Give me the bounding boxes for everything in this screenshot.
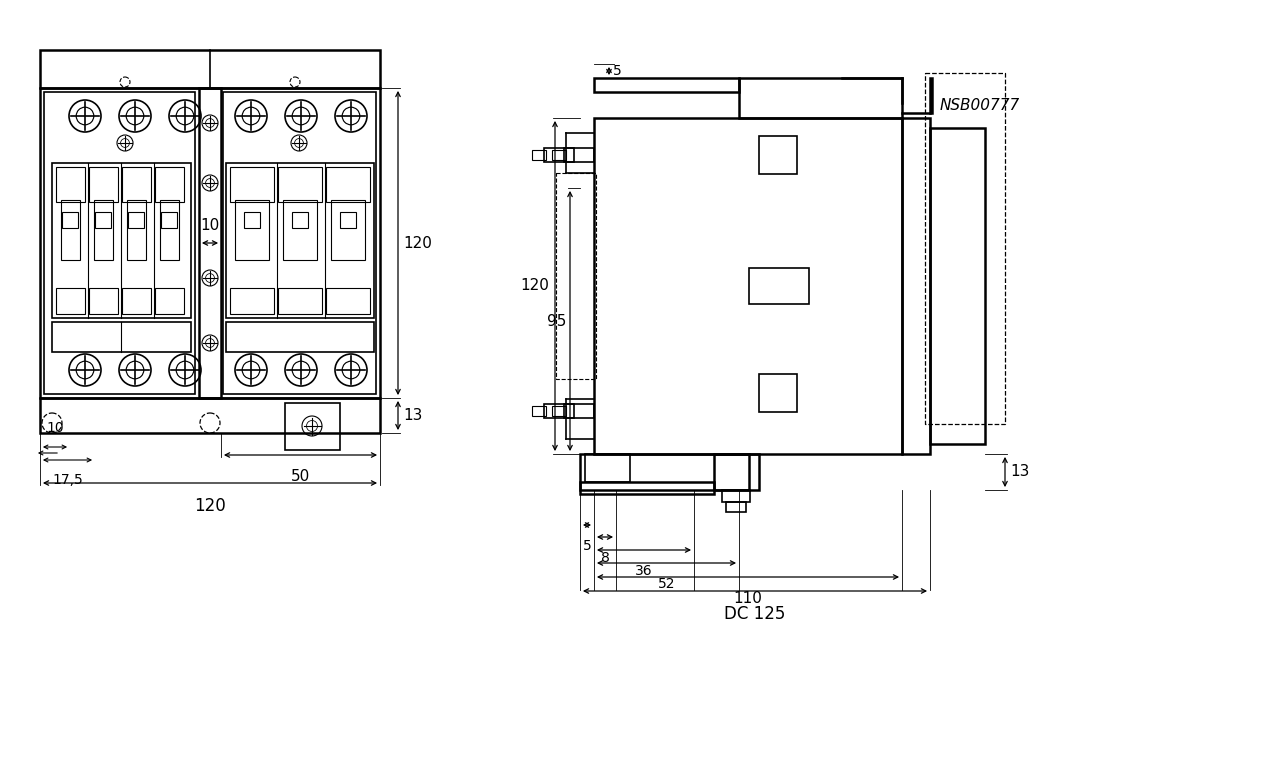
Bar (594, 78, 739, 92)
Bar (40, 88, 380, 398)
Text: 120: 120 (520, 278, 549, 294)
Bar (44, 92, 195, 394)
Bar (40, 398, 380, 433)
Text: 17,5: 17,5 (52, 473, 83, 487)
Bar (61, 200, 79, 260)
Text: 120: 120 (195, 497, 225, 515)
Bar (759, 136, 797, 174)
Bar (56, 288, 84, 314)
Bar (95, 212, 111, 228)
Bar (52, 163, 191, 318)
Bar (552, 150, 566, 160)
Bar (340, 212, 356, 228)
Bar (332, 200, 365, 260)
Bar (223, 92, 376, 394)
Bar (544, 404, 573, 418)
Bar (283, 200, 317, 260)
Bar (292, 212, 308, 228)
Bar (40, 50, 380, 88)
Bar (285, 403, 340, 450)
Bar (198, 88, 221, 398)
Bar (127, 200, 146, 260)
Text: 10: 10 (46, 421, 64, 435)
Bar (52, 322, 191, 352)
Bar (160, 200, 179, 260)
Bar (230, 288, 274, 314)
Bar (564, 148, 594, 162)
Bar (227, 322, 374, 352)
Bar (594, 118, 902, 454)
Bar (230, 167, 274, 202)
Bar (278, 167, 323, 202)
Bar (714, 454, 759, 490)
Bar (278, 288, 323, 314)
Bar (585, 454, 630, 482)
Bar (122, 288, 151, 314)
Bar (552, 406, 566, 416)
Text: 13: 13 (1010, 464, 1029, 480)
Bar (532, 150, 547, 160)
Bar (739, 78, 902, 118)
Text: 8: 8 (600, 551, 609, 565)
Text: 95: 95 (547, 314, 566, 329)
Bar (161, 212, 177, 228)
Bar (122, 167, 151, 202)
Bar (925, 73, 1005, 424)
Bar (155, 288, 184, 314)
Bar (128, 212, 143, 228)
Bar (155, 167, 184, 202)
Bar (532, 406, 547, 416)
Bar (227, 163, 374, 318)
Bar (749, 268, 809, 304)
Bar (544, 148, 573, 162)
Bar (902, 118, 931, 454)
Text: 50: 50 (291, 469, 310, 484)
Bar (722, 490, 750, 502)
Bar (326, 167, 370, 202)
Text: 5: 5 (613, 64, 622, 78)
Text: 13: 13 (403, 408, 422, 423)
Bar (244, 212, 260, 228)
Bar (56, 167, 84, 202)
Bar (90, 167, 118, 202)
Bar (580, 482, 714, 494)
Bar (931, 128, 986, 444)
Bar (236, 200, 269, 260)
Text: 36: 36 (635, 564, 653, 578)
Text: DC 125: DC 125 (724, 605, 786, 623)
Text: 120: 120 (403, 236, 431, 250)
Text: NSB00777: NSB00777 (940, 98, 1020, 113)
Bar (564, 404, 594, 418)
Text: 110: 110 (733, 591, 763, 606)
Bar (326, 288, 370, 314)
Text: 5: 5 (582, 539, 591, 553)
Text: 10: 10 (201, 218, 220, 233)
Bar (726, 502, 746, 512)
Bar (61, 212, 78, 228)
Bar (580, 454, 749, 490)
Bar (759, 374, 797, 412)
Text: 52: 52 (658, 577, 676, 591)
Bar (931, 78, 932, 113)
Bar (556, 173, 596, 379)
Bar (90, 288, 118, 314)
Bar (93, 200, 113, 260)
